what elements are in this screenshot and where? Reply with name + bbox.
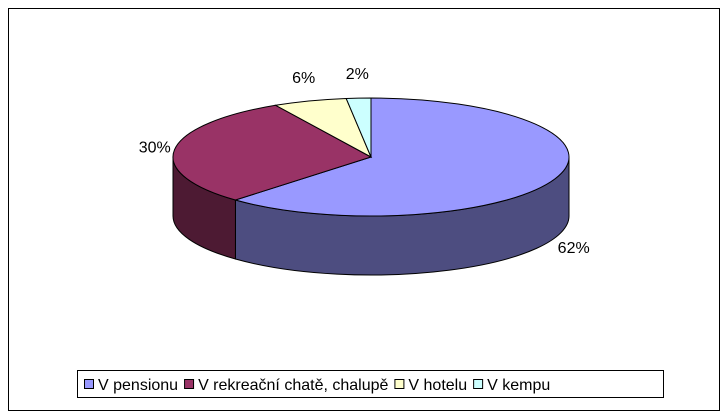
legend-label: V kempu [487,377,550,394]
legend-label: V hotelu [408,377,467,394]
legend-swatch [84,379,94,389]
slice [172,104,373,201]
legend-swatch [184,379,195,389]
slice [233,97,570,217]
legend-label: V pensionu [98,377,178,394]
data-label: 6% [292,70,315,87]
data-label: 62% [558,240,590,257]
legend-swatch [394,379,405,389]
legend-swatch [473,379,484,389]
data-label: 2% [346,66,369,83]
slice [345,97,372,158]
legend-label: V rekreační chatě, chalupě [198,377,388,394]
data-label: 30% [139,139,171,156]
legend-box [77,370,664,398]
legend: V pensionu V rekreační chatě, chalupě V ho… [84,377,550,394]
pie: 62% 30% 6% 2% [139,66,590,276]
